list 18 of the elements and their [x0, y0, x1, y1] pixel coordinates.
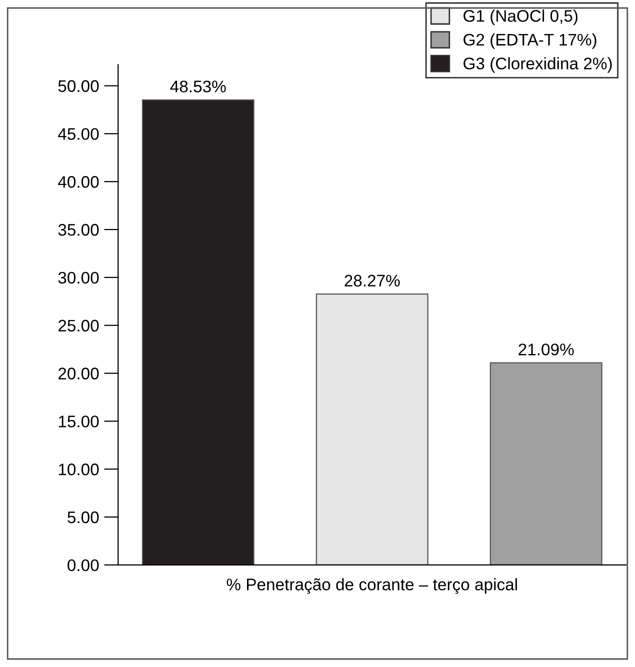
y-tick-label: 15.00 [58, 416, 99, 428]
y-tick-label: 5.00 [68, 511, 99, 524]
legend-label: G3 (Clorexidina 2%) [464, 57, 612, 73]
y-tick-label: 25.00 [58, 320, 99, 332]
y-tick-label: 35.00 [58, 224, 99, 236]
y-tick-label: 10.00 [58, 464, 99, 476]
data-label: 28.27% [344, 274, 400, 287]
y-tick-label: 45.00 [58, 128, 99, 140]
legend-label: G2 (EDTA-T 17%) [464, 33, 596, 49]
data-label: 48.53% [170, 80, 226, 92]
y-tick-label: 30.00 [58, 272, 99, 284]
y-tick-label: 40.00 [58, 176, 99, 188]
x-axis-title: % Penetração de corante – terço apical [226, 578, 517, 594]
y-tick-label: 50.00 [58, 80, 99, 92]
y-tick-label: 20.00 [58, 368, 99, 380]
data-label: 21.09% [518, 344, 574, 356]
y-tick-label: 0.00 [68, 559, 99, 572]
legend-label: G1 (NaOCl 0,5) [464, 10, 578, 26]
